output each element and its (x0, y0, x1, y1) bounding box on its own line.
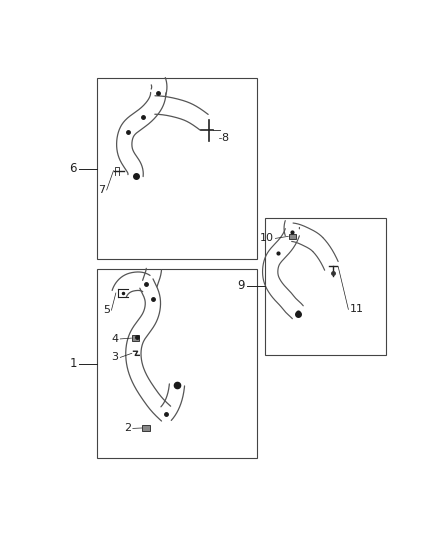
Text: 2: 2 (124, 423, 131, 433)
Text: 11: 11 (350, 304, 364, 314)
Bar (265, 218, 386, 356)
Text: 9: 9 (237, 279, 245, 292)
Text: 5: 5 (103, 305, 110, 315)
FancyBboxPatch shape (132, 335, 139, 341)
Bar (97, 78, 257, 259)
Text: 7: 7 (98, 185, 105, 195)
Text: 10: 10 (260, 233, 274, 244)
FancyBboxPatch shape (289, 234, 296, 239)
Text: 1: 1 (69, 357, 77, 370)
Text: 4: 4 (111, 334, 119, 344)
Text: 6: 6 (69, 162, 77, 175)
Bar (97, 269, 257, 458)
Text: 8: 8 (221, 133, 228, 143)
Text: 3: 3 (112, 352, 119, 362)
FancyBboxPatch shape (142, 425, 150, 431)
